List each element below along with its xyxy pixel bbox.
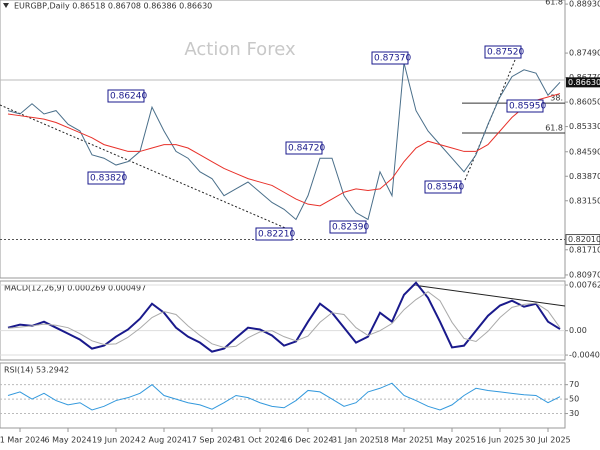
last-price-tag	[566, 77, 600, 88]
y-tick-label: 70	[569, 380, 579, 389]
x-tick-label: 16 Jun 2025	[476, 436, 524, 445]
x-tick-label: 31 Oct 2024	[235, 436, 284, 445]
x-tick-label: 31 Jan 2025	[332, 436, 380, 445]
annotation-box	[329, 220, 367, 234]
x-tick-label: 19 Jun 2024	[92, 436, 140, 445]
level-tag	[565, 234, 600, 246]
x-tick-label: 21 Mar 2024	[0, 436, 45, 445]
y-tick-label: 0.83870	[569, 172, 600, 181]
y-tick-label: 0.83150	[569, 196, 600, 205]
annotation-box	[87, 171, 125, 185]
last-price-label: 0.86630	[568, 78, 600, 87]
annotation-label: 0.84720	[288, 144, 325, 154]
annotation-label: 0.87370	[374, 54, 411, 64]
series-line	[7, 382, 561, 411]
x-tick-label: 6 May 2024	[44, 436, 91, 445]
rsi-panel	[0, 362, 566, 429]
x-tick-label: 1 May 2025	[428, 436, 475, 445]
y-tick-label: 0.86050	[569, 98, 600, 107]
x-tick-label: 2 Aug 2024	[141, 436, 187, 445]
x-tick-label: 30 Jul 2025	[525, 436, 570, 445]
annotation-label: 0.83820	[90, 174, 127, 184]
y-tick-label: 0.87490	[569, 49, 600, 58]
annotation-label: 0.85950	[509, 102, 546, 112]
y-tick-label: 50	[569, 395, 579, 404]
annotation-box	[506, 99, 544, 113]
fib-label: 61.8	[545, 0, 563, 7]
y-tick-label: 0.88930	[569, 0, 600, 9]
annotation-box	[484, 45, 522, 59]
level-label: 0.82010	[568, 235, 600, 244]
annotation-label: 0.82210	[258, 230, 295, 240]
x-tick-label: 16 Dec 2024	[282, 436, 333, 445]
annotation-box	[255, 227, 293, 241]
y-tick-label: 0.85330	[569, 122, 600, 131]
symbol-icon	[3, 3, 9, 8]
annotation-box	[371, 51, 409, 65]
macd-trendline	[412, 284, 566, 307]
annotation-label: 0.86240	[110, 92, 147, 102]
series-line	[7, 62, 561, 221]
annotation-box	[107, 89, 145, 103]
annotation-label: 0.83540	[427, 183, 464, 193]
x-tick-label: 18 Mar 2025	[379, 436, 430, 445]
fib-label: 38.	[550, 94, 563, 103]
fib-label: 61.8	[545, 124, 563, 133]
y-tick-label: 0.00	[569, 326, 587, 335]
symbol-title: EURGBP,Daily 0.86518 0.86708 0.86386 0.8…	[14, 2, 212, 11]
rsi-title: RSI(14) 53.2942	[4, 366, 69, 375]
annotation-box	[285, 141, 323, 155]
y-tick-label: -0.004073	[569, 351, 600, 360]
macd-title: MACD(12,26,9) 0.000269 0.000497	[4, 284, 146, 293]
annotation-box	[424, 180, 462, 194]
price-panel	[0, 0, 566, 279]
series-line	[7, 291, 561, 348]
series-line	[7, 93, 561, 207]
y-tick-label: 0.84590	[569, 147, 600, 156]
annotation-label: 0.82390	[332, 223, 369, 233]
y-tick-label: 30	[569, 409, 579, 418]
trendline	[0, 104, 291, 231]
series-line	[7, 281, 561, 353]
annotation-label: 0.87520	[487, 48, 524, 58]
y-tick-label: 0.81710	[569, 245, 600, 254]
y-tick-label: 0.80970	[569, 270, 600, 279]
macd-panel	[0, 280, 566, 361]
watermark: Action Forex	[184, 39, 296, 60]
x-tick-label: 17 Sep 2024	[187, 436, 238, 445]
